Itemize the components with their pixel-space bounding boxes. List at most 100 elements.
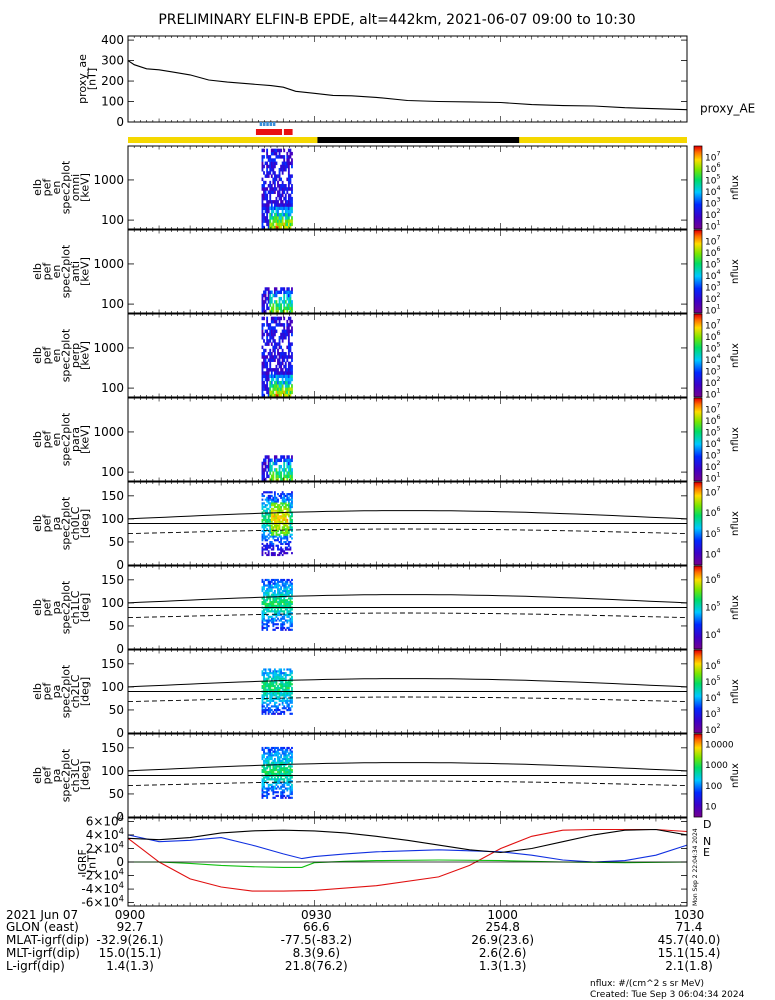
spectrogram-cell [270, 158, 273, 162]
spectrogram-cell [286, 761, 289, 764]
spectrogram-cell [289, 776, 292, 779]
colorbar-segment [694, 477, 702, 479]
spectrogram-cell [266, 623, 269, 626]
colorbar-segment [694, 462, 702, 464]
spectrogram-cell [286, 393, 289, 398]
colorbar-segment [694, 272, 702, 274]
spectrogram-cell [272, 759, 275, 762]
spectrogram-cell [264, 539, 267, 542]
colorbar-segment [694, 416, 702, 418]
spectrogram-cell [269, 602, 272, 606]
spectrogram-cell [291, 761, 293, 764]
spectrogram-cell [266, 380, 269, 385]
y-axis-label-line: spec2plot [60, 580, 73, 634]
spectrogram-cell [278, 593, 281, 596]
spectrogram-cell [283, 380, 286, 385]
spectrogram-cell [289, 494, 292, 498]
spectrogram-cell [277, 612, 279, 615]
colorbar-segment [694, 808, 702, 810]
spectrogram-cell [291, 374, 293, 379]
spectrogram-cell [291, 754, 293, 757]
spectrogram-cell [278, 290, 281, 295]
colorbar-segment [694, 625, 702, 627]
spectrogram-cell [283, 765, 286, 768]
spectrogram-cell [281, 517, 284, 520]
spectrogram-cell [283, 550, 286, 553]
colorbar-segment [694, 782, 702, 784]
spectrogram-cell [261, 306, 264, 311]
spectrogram-cell [275, 371, 278, 375]
spectrogram-cell [273, 494, 276, 498]
spectrogram-cell [261, 756, 264, 759]
spectrogram-cell [278, 601, 281, 604]
colorbar-segment [694, 415, 702, 417]
spectrogram-cell [286, 601, 289, 604]
spectrogram-cell [291, 529, 293, 533]
spectrogram-cell [269, 541, 272, 544]
colorbar-segment [694, 558, 702, 560]
spectrogram-cell [263, 148, 265, 153]
spectrogram-cell [264, 209, 267, 214]
spectrogram-cell [267, 619, 270, 622]
colorbar-segment [694, 281, 702, 283]
colorbar-segment [694, 722, 702, 724]
spectrogram-cell [263, 517, 265, 520]
colorbar-segment [694, 490, 702, 492]
spectrogram-cell [281, 515, 284, 518]
spectrogram-cell [261, 699, 264, 702]
spectrogram-cell [275, 219, 278, 223]
spectrogram-cell [278, 474, 281, 479]
spectrogram-cell [267, 546, 270, 549]
spectrogram-cell [266, 335, 269, 340]
spectrogram-cell [261, 705, 264, 708]
spectrogram-cell [270, 685, 273, 688]
spectrogram-cell [270, 748, 273, 751]
spectrogram-cell [275, 216, 278, 220]
spectrogram-cell [291, 300, 293, 304]
spectrogram-cell [284, 776, 287, 779]
spectrogram-cell [275, 319, 278, 324]
spectrogram-cell [283, 329, 286, 334]
spectrogram-cell [264, 293, 267, 298]
spectrogram-cell [261, 697, 264, 701]
spectrogram-cell [272, 200, 275, 204]
spectrogram-cell [291, 184, 293, 188]
spectrogram-cell [261, 794, 264, 798]
spectrogram-cell [277, 591, 279, 594]
spectrogram-cell [264, 589, 267, 593]
spectrogram-cell [275, 177, 278, 182]
spectrogram-cell [269, 756, 272, 759]
spectrogram-cell [267, 685, 270, 688]
spectrogram-cell [287, 761, 290, 764]
colorbar-segment [694, 361, 702, 363]
spectrogram-cell [287, 509, 290, 512]
colorbar-segment [694, 442, 702, 444]
spectrogram-cell [281, 617, 284, 620]
spectrogram-cell [263, 613, 265, 617]
colorbar-segment [694, 217, 702, 219]
colorbar-segment [694, 672, 702, 674]
colorbar-segment [694, 667, 702, 669]
spectrogram-cell [261, 502, 264, 505]
colorbar-segment [694, 551, 702, 553]
spectrogram-cell [266, 578, 269, 582]
colorbar-segment [694, 769, 702, 771]
colorbar-segment [694, 589, 702, 591]
spectrogram-cell [275, 791, 278, 794]
y-axis-label-line: anti [69, 261, 82, 282]
colorbar-segment [694, 525, 702, 527]
colorbar-segment [694, 772, 702, 774]
spectrogram-cell [287, 471, 290, 475]
spectrogram-cell [273, 580, 276, 583]
colorbar-segment [694, 180, 702, 182]
spectrogram-cell [286, 787, 289, 790]
spectrogram-cell [261, 209, 264, 214]
colorbar-segment [694, 587, 702, 589]
spectrogram-cell [261, 177, 264, 182]
spectrogram-cell [275, 670, 278, 673]
colorbar-segment [694, 458, 702, 460]
spectrogram-cell [267, 544, 270, 547]
spectrogram-cell [273, 371, 276, 375]
spectrogram-cell [266, 206, 269, 211]
colorbar-segment [694, 494, 702, 496]
